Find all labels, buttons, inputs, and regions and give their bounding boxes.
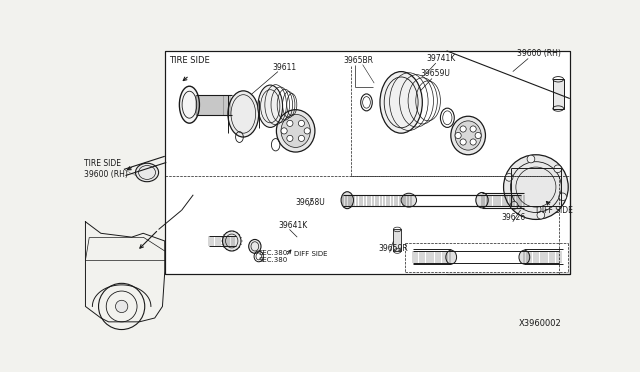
Ellipse shape: [341, 192, 353, 209]
Circle shape: [455, 132, 461, 139]
Text: 39611: 39611: [273, 63, 297, 72]
Bar: [164, 51, 570, 274]
Ellipse shape: [380, 71, 422, 133]
Ellipse shape: [281, 114, 310, 147]
Circle shape: [527, 155, 535, 163]
Ellipse shape: [258, 85, 283, 128]
Circle shape: [537, 211, 545, 219]
Text: 39658U: 39658U: [296, 198, 325, 207]
Circle shape: [460, 126, 466, 132]
Ellipse shape: [228, 91, 259, 137]
Text: X3960002: X3960002: [519, 319, 562, 328]
Text: 39741K: 39741K: [427, 54, 456, 63]
Circle shape: [287, 120, 293, 126]
Ellipse shape: [276, 110, 315, 152]
Ellipse shape: [451, 116, 486, 155]
Circle shape: [115, 300, 128, 312]
Ellipse shape: [446, 250, 456, 264]
Text: 39600 (RH): 39600 (RH): [84, 170, 128, 179]
Text: TIRE SIDE: TIRE SIDE: [168, 55, 209, 64]
Circle shape: [470, 126, 476, 132]
Ellipse shape: [249, 240, 261, 253]
Text: DIFF SIDE: DIFF SIDE: [294, 251, 328, 257]
Circle shape: [475, 132, 481, 139]
Text: 39641K: 39641K: [278, 221, 307, 230]
Ellipse shape: [179, 86, 200, 123]
Ellipse shape: [401, 193, 417, 207]
Ellipse shape: [476, 192, 488, 208]
Ellipse shape: [455, 121, 481, 150]
Circle shape: [287, 135, 293, 141]
Text: TIRE SIDE: TIRE SIDE: [84, 160, 121, 169]
Bar: [394, 230, 401, 251]
Circle shape: [505, 173, 513, 181]
Text: 39659U: 39659U: [420, 70, 451, 78]
Circle shape: [460, 139, 466, 145]
Ellipse shape: [223, 231, 241, 251]
Ellipse shape: [136, 163, 159, 182]
Text: DIFF SIDE: DIFF SIDE: [536, 206, 573, 215]
Bar: [553, 79, 564, 109]
Text: SEC.380: SEC.380: [259, 257, 288, 263]
Circle shape: [304, 128, 310, 134]
Circle shape: [554, 165, 561, 173]
Text: 39659R: 39659R: [378, 244, 408, 253]
Circle shape: [559, 193, 566, 201]
Circle shape: [510, 202, 518, 209]
Circle shape: [281, 128, 287, 134]
Circle shape: [298, 120, 305, 126]
Text: 39626: 39626: [501, 214, 525, 222]
Text: 39600 (RH): 39600 (RH): [516, 49, 561, 58]
Circle shape: [470, 139, 476, 145]
Text: SEC.380: SEC.380: [259, 250, 288, 256]
Text: 3965BR: 3965BR: [344, 55, 373, 64]
Circle shape: [504, 155, 568, 219]
Circle shape: [298, 135, 305, 141]
Ellipse shape: [519, 250, 530, 264]
